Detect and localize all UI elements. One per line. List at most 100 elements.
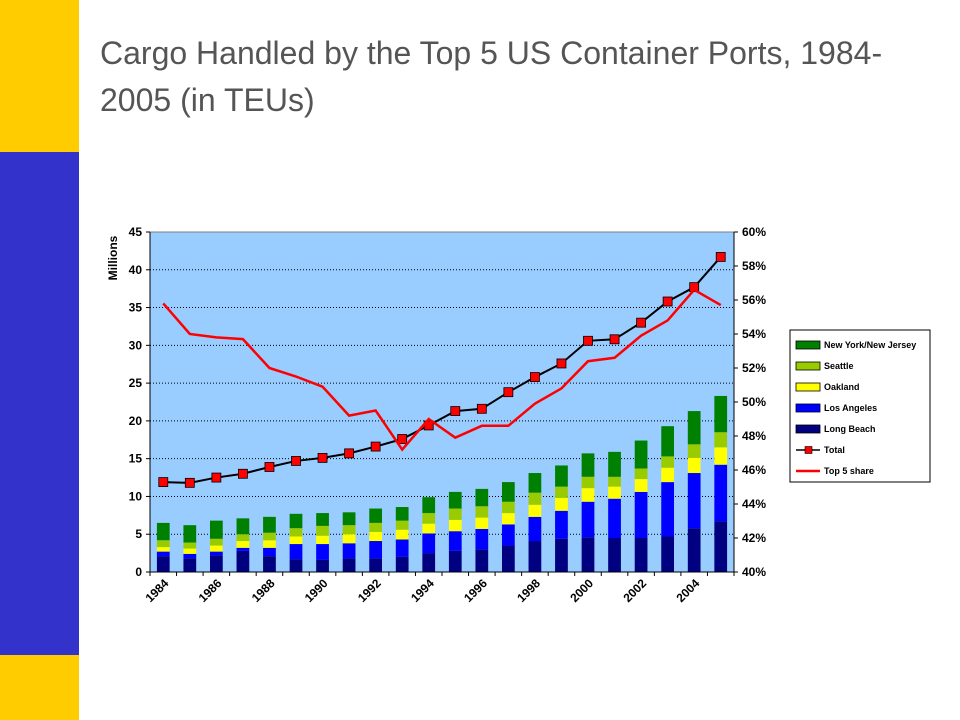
bar-segment [316,544,329,560]
legend-label: Seattle [824,361,854,371]
bar-segment [448,491,462,509]
y-tick-label: 35 [129,301,143,315]
bar-segment [608,476,621,487]
bar-segment [156,540,170,548]
bar-segment [209,555,223,572]
bar-segment [156,551,170,557]
bar-segment [528,492,542,505]
x-tick-label: 1992 [355,576,384,605]
bar-segment [236,534,250,542]
legend-swatch [795,382,821,392]
bar-segment [263,532,276,541]
total-marker [609,334,620,345]
frame-yellow-top [0,0,79,152]
bar-segment [581,476,595,489]
x-tick-label: 2002 [620,576,649,605]
total-line [163,256,722,484]
total-marker [583,335,593,346]
bar-segment [608,451,621,477]
y-tick-label: 15 [129,452,143,466]
bar-segment [555,538,568,572]
bar-segment [634,538,648,572]
x-tick-label: 2004 [674,576,703,605]
slide-title: Cargo Handled by the Top 5 US Container … [100,35,883,118]
total-marker [370,441,381,452]
legend: New York/New Jersey Seattle Oakland Los Ang… [789,329,931,483]
bar-segment [501,545,515,572]
bar-segment [581,537,595,572]
bar-segment [475,506,489,518]
bar-segment [263,556,276,572]
bar-segment [608,498,621,538]
total-marker [636,317,646,328]
legend-label: Los Angeles [824,403,877,413]
y-tick-label: 20 [129,414,143,428]
bar-segment [448,519,462,532]
x-tick-label: 1986 [196,576,225,605]
bar-segment [289,544,303,560]
bar-segment [369,508,383,523]
bar-segment [395,507,409,521]
bar-segment [714,521,728,572]
share-line [162,288,722,452]
y2-tick-label: 52% [742,361,766,375]
bar-segment [316,525,329,536]
legend-label: Long Beach [824,424,876,434]
bar-segment [555,510,568,539]
bar-segment [236,547,250,551]
bar-segment [369,558,383,572]
bar-segment [475,517,489,529]
bar-segment [501,524,515,546]
bar-segment [634,468,648,480]
bar-segment [289,559,303,572]
bar-segment [263,516,276,533]
bar-segment [581,453,595,477]
total-marker [662,296,673,307]
bar-segment [236,541,250,548]
bar-segment [555,465,568,487]
bar-segment [661,482,675,537]
bar-segment [342,525,356,535]
y-tick-label: 45 [129,225,143,239]
total-marker [476,403,487,414]
bar-segment [501,482,515,502]
total-marker [450,406,461,416]
bar-segment [156,522,170,541]
bar-segment [661,426,675,457]
y2-tick-label: 58% [742,259,766,273]
frame-blue-band [0,152,79,655]
bar-segment [422,523,436,534]
bar-segment [581,488,595,502]
bar-segment [714,447,728,465]
bar-segment [316,559,329,572]
y2-tick-label: 60% [742,225,766,239]
frame-yellow-bottom [0,655,79,720]
bar-segment [183,525,197,543]
bar-segment [316,535,329,545]
legend-label: Total [824,445,845,455]
bar-segment [209,520,223,539]
bar-segment [528,516,542,542]
y-axis-title: Millions [106,235,120,280]
y2-tick-label: 50% [742,395,766,409]
bar-segment [634,479,648,492]
bar-segment [289,513,303,529]
y-tick-label: 5 [135,527,142,541]
total-marker [397,434,408,444]
bar-segment [422,497,436,514]
bar-segment [687,444,701,458]
bar-segment [183,558,197,572]
x-tick-label: 1996 [461,576,490,605]
bar-segment [209,551,223,556]
bar-segment [183,548,197,554]
bar-segment [475,528,489,550]
total-marker [158,477,169,487]
bar-segment [528,504,542,517]
legend-swatch [795,424,821,434]
bar-segment [528,473,542,493]
bar-segment [475,549,489,572]
bar-segment [448,550,462,572]
bar-segment [687,473,701,529]
y2-tick-label: 44% [742,497,766,511]
